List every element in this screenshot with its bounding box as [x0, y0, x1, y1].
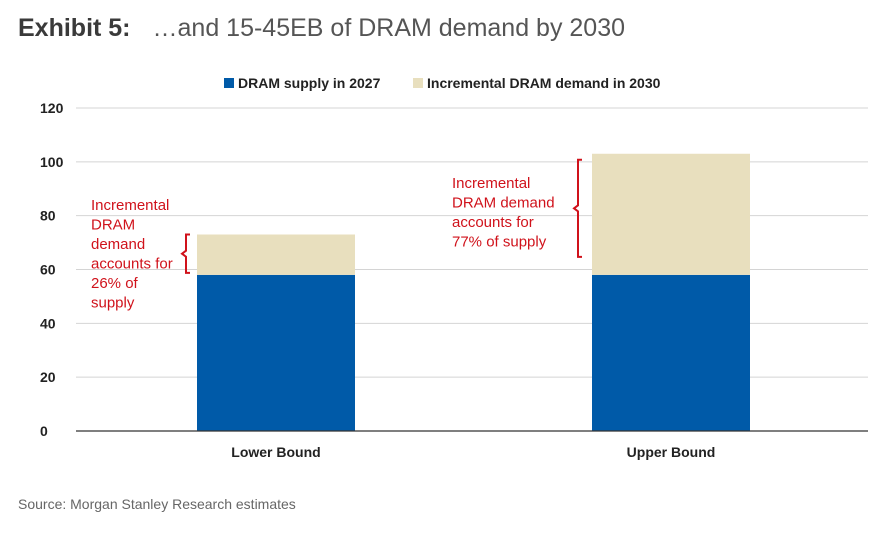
y-tick-label: 0 — [40, 423, 48, 439]
chart-title: …and 15-45EB of DRAM demand by 2030 — [152, 14, 626, 42]
y-tick-label: 60 — [40, 262, 56, 278]
bar-supply — [592, 274, 750, 431]
source-note: Source: Morgan Stanley Research estimate… — [18, 496, 296, 512]
annotation-text: 26% of — [91, 275, 139, 292]
annotation-text: Incremental — [452, 175, 530, 192]
x-tick-label: Upper Bound — [627, 444, 716, 460]
exhibit-label: Exhibit 5: — [18, 14, 131, 42]
annotation-bracket — [180, 233, 190, 274]
legend-label: DRAM supply in 2027 — [238, 75, 381, 91]
annotation-text: DRAM demand — [452, 195, 555, 212]
annotation-text: accounts for — [452, 214, 534, 231]
legend-swatch-demand — [413, 78, 423, 88]
y-tick-label: 120 — [40, 100, 64, 116]
annotation-text: DRAM — [91, 217, 135, 234]
annotation-bracket — [572, 158, 582, 258]
annotation-text: accounts for — [91, 256, 173, 273]
y-tick-label: 20 — [40, 369, 56, 385]
annotation-text: 77% of supply — [452, 234, 547, 251]
x-tick-label: Lower Bound — [231, 444, 320, 460]
legend-swatch-supply — [224, 78, 234, 88]
bar-supply — [197, 274, 355, 431]
annotation-text: demand — [91, 236, 145, 253]
annotation-text: supply — [91, 295, 135, 312]
y-tick-label: 100 — [40, 154, 64, 170]
chart: 0 20 40 60 80 100 120 Lower Bound Upper Bound DRA… — [40, 75, 868, 460]
y-tick-label: 80 — [40, 208, 56, 224]
y-tick-label: 40 — [40, 315, 56, 331]
header: Exhibit 5: …and 15-45EB of DRAM demand by… — [18, 14, 625, 43]
legend-label: Incremental DRAM demand in 2030 — [427, 75, 661, 91]
annotation-text: Incremental — [91, 197, 169, 214]
bar-incremental-demand — [592, 153, 750, 275]
bar-incremental-demand — [197, 234, 355, 275]
